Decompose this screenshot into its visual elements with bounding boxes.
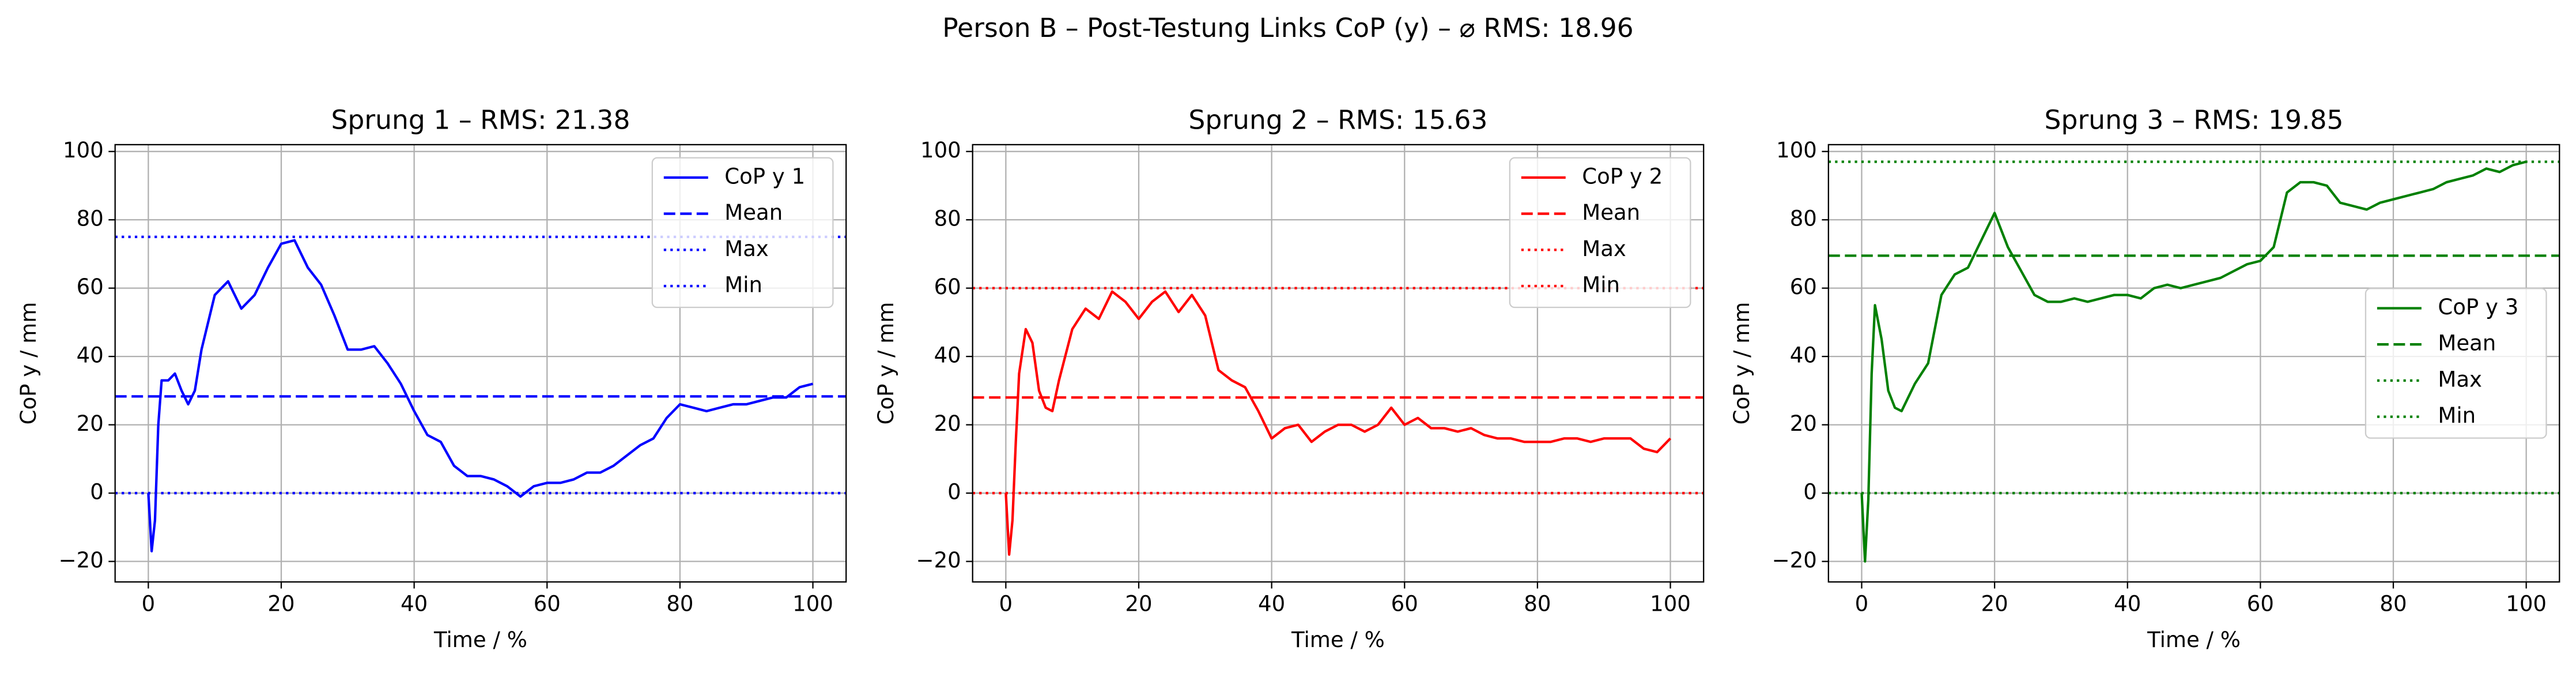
x-axis-label: Time / % bbox=[1291, 627, 1385, 652]
legend-label: Min bbox=[2438, 403, 2476, 428]
y-tick-label: 40 bbox=[77, 343, 104, 368]
x-tick-label: 100 bbox=[2506, 591, 2547, 616]
subplot-title: Sprung 3 – RMS: 19.85 bbox=[2045, 104, 2344, 135]
axes-frame bbox=[972, 144, 1705, 583]
axes-frame bbox=[114, 144, 847, 583]
y-tick-label: −20 bbox=[916, 548, 961, 573]
legend-label: Min bbox=[1582, 272, 1620, 297]
legend-label: Mean bbox=[2438, 331, 2496, 356]
y-tick-label: 60 bbox=[77, 275, 104, 299]
data-line bbox=[1004, 290, 1672, 556]
x-tick-label: 0 bbox=[142, 591, 156, 616]
data-line bbox=[147, 239, 814, 552]
x-tick-label: 60 bbox=[1391, 591, 1418, 616]
x-tick-label: 20 bbox=[1125, 591, 1152, 616]
y-tick-label: 40 bbox=[1790, 343, 1817, 368]
legend-label: Max bbox=[1582, 236, 1626, 261]
x-axis-label: Time / % bbox=[2147, 627, 2241, 652]
subplot: Sprung 1 – RMS: 21.38 Time / % CoP y / mm 0… bbox=[16, 104, 847, 652]
y-tick-label: 0 bbox=[1803, 480, 1817, 505]
axes-frame bbox=[1827, 144, 2560, 583]
data-line bbox=[1860, 160, 2527, 563]
y-tick-label: −20 bbox=[59, 548, 104, 573]
y-tick-label: 80 bbox=[77, 206, 104, 231]
y-tick-label: 100 bbox=[63, 138, 104, 163]
subplot-title: Sprung 1 – RMS: 21.38 bbox=[331, 104, 630, 135]
subplot: Sprung 3 – RMS: 19.85 Time / % CoP y / mm 0… bbox=[1729, 104, 2560, 652]
x-tick-label: 0 bbox=[999, 591, 1013, 616]
y-tick-label: 40 bbox=[934, 343, 961, 368]
y-tick-label: 60 bbox=[1790, 275, 1817, 299]
legend-label: CoP y 1 bbox=[724, 164, 805, 189]
figure-title: Person B – Post-Testung Links CoP (y) – … bbox=[942, 13, 1633, 43]
x-tick-label: 60 bbox=[2247, 591, 2274, 616]
x-tick-label: 60 bbox=[534, 591, 561, 616]
y-axis-label: CoP y / mm bbox=[874, 302, 898, 425]
y-tick-label: 80 bbox=[1790, 206, 1817, 231]
y-tick-label: 20 bbox=[77, 411, 104, 436]
y-tick-label: 20 bbox=[934, 411, 961, 436]
x-tick-label: 80 bbox=[666, 591, 693, 616]
legend-label: CoP y 2 bbox=[1582, 164, 1663, 189]
legend: CoP y 1 Mean Max Min bbox=[651, 157, 834, 309]
y-tick-label: 20 bbox=[1790, 411, 1817, 436]
legend-box bbox=[2365, 288, 2547, 439]
y-axis-label: CoP y / mm bbox=[16, 302, 41, 425]
x-tick-label: 80 bbox=[1524, 591, 1551, 616]
legend: CoP y 2 Mean Max Min bbox=[1509, 157, 1691, 309]
legend-label: Min bbox=[724, 272, 762, 297]
x-tick-label: 40 bbox=[1258, 591, 1285, 616]
y-axis-label: CoP y / mm bbox=[1729, 302, 1754, 425]
x-tick-label: 20 bbox=[1981, 591, 2008, 616]
legend-label: Mean bbox=[1582, 200, 1640, 225]
y-tick-label: 0 bbox=[90, 480, 104, 505]
legend-box bbox=[651, 157, 834, 309]
y-tick-label: 100 bbox=[920, 138, 961, 163]
x-axis-label: Time / % bbox=[433, 627, 527, 652]
legend: CoP y 3 Mean Max Min bbox=[2365, 288, 2547, 439]
y-tick-label: −20 bbox=[1772, 548, 1817, 573]
x-tick-label: 20 bbox=[267, 591, 294, 616]
y-tick-label: 0 bbox=[947, 480, 961, 505]
x-tick-label: 100 bbox=[792, 591, 833, 616]
legend-label: Mean bbox=[724, 200, 783, 225]
y-tick-label: 100 bbox=[1776, 138, 1817, 163]
x-tick-label: 0 bbox=[1855, 591, 1869, 616]
y-tick-label: 60 bbox=[934, 275, 961, 299]
subplot-title: Sprung 2 – RMS: 15.63 bbox=[1188, 104, 1487, 135]
x-tick-label: 40 bbox=[401, 591, 428, 616]
legend-box bbox=[1509, 157, 1691, 309]
legend-label: Max bbox=[724, 236, 769, 261]
legend-label: CoP y 3 bbox=[2438, 295, 2518, 319]
subplot: Sprung 2 – RMS: 15.63 Time / % CoP y / mm 0… bbox=[874, 104, 1705, 652]
y-tick-label: 80 bbox=[934, 206, 961, 231]
legend-label: Max bbox=[2438, 367, 2482, 392]
x-tick-label: 80 bbox=[2379, 591, 2407, 616]
x-tick-label: 40 bbox=[2114, 591, 2141, 616]
x-tick-label: 100 bbox=[1650, 591, 1691, 616]
